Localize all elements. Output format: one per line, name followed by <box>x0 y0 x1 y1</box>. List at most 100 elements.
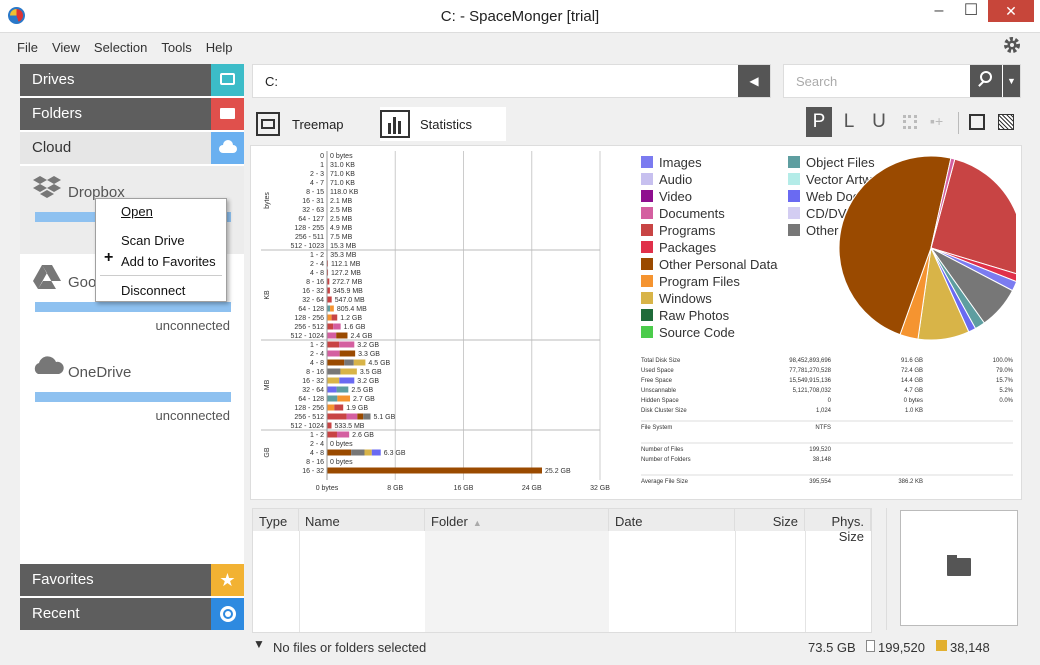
settings-gear-icon[interactable] <box>1002 35 1022 55</box>
size-bar-segment <box>327 404 335 411</box>
service-onedrive[interactable]: OneDrive unconnected <box>20 346 244 434</box>
col-size[interactable]: Size <box>735 509 805 531</box>
chevron-down-icon[interactable]: ▼ <box>1003 65 1020 97</box>
ctx-scan-drive[interactable]: Scan Drive <box>121 233 185 248</box>
ctx-disconnect[interactable]: Disconnect <box>121 283 186 298</box>
dropbox-icon <box>33 176 61 198</box>
legend-swatch <box>641 326 653 338</box>
y-tick-label: 8 - 16 <box>306 459 324 466</box>
y-tick-label: 4 - 8 <box>310 270 324 277</box>
nav-drives[interactable]: Drives <box>20 64 244 96</box>
grid-icon[interactable] <box>903 115 917 129</box>
nav-favorites[interactable]: Favorites ★ <box>20 564 244 596</box>
data-label: 2.5 MB <box>330 207 353 214</box>
y-tick-label: 64 - 127 <box>298 216 324 223</box>
size-bar-segment <box>327 377 340 384</box>
status-size: 73.5 GB <box>808 640 856 655</box>
size-bar <box>327 467 542 474</box>
stat-label: Used Space <box>641 368 674 374</box>
stat-size: 14.4 GB <box>901 378 923 384</box>
data-label: 0 bytes <box>330 153 353 160</box>
size-bar-segment <box>334 404 344 411</box>
legend-label: Windows <box>659 291 712 306</box>
y-tick-label: 128 - 256 <box>294 315 324 322</box>
size-bar-segment <box>357 413 364 420</box>
legend-label: Other Personal Data <box>659 257 778 272</box>
size-bar-segment <box>333 323 341 330</box>
search-box: Search ▼ <box>783 64 1021 98</box>
view-u-button[interactable]: U <box>872 111 886 132</box>
menu-help[interactable]: Help <box>205 40 233 55</box>
data-label: 1.6 GB <box>344 324 366 331</box>
col-phys-size[interactable]: Phys. Size <box>805 509 871 544</box>
size-distribution-chart: 0 bytes 8 GB 16 GB 24 GB 32 GB 0 0 bytes 1 31.0 … <box>261 151 610 492</box>
service-google-drive[interactable]: Goo unconnected <box>20 256 244 344</box>
group-unit-label: MB <box>264 379 271 390</box>
minimize-button[interactable]: – <box>934 2 944 19</box>
stat-size: 91.6 GB <box>901 358 923 364</box>
treemap-icon <box>256 112 280 136</box>
plus-icon: + <box>104 249 114 266</box>
data-label: 2.5 GB <box>351 387 373 394</box>
stat-size: 4.7 GB <box>904 388 923 394</box>
ctx-add-favorites[interactable]: Add to Favorites <box>121 254 216 269</box>
view-p-button[interactable]: P <box>806 107 832 137</box>
ctx-open[interactable]: Open <box>121 204 153 219</box>
menu-file[interactable]: File <box>17 40 38 55</box>
service-name: Goo <box>68 274 97 291</box>
hatched-square-icon[interactable] <box>998 114 1014 130</box>
view-l-button[interactable]: L <box>843 111 855 132</box>
file-type-pie-chart <box>838 155 1016 341</box>
back-arrow-icon[interactable]: ◀ <box>738 65 770 97</box>
data-label: 547.0 MB <box>335 297 365 304</box>
y-tick-label: 16 - 32 <box>302 468 324 475</box>
stat-bytes: 395,554 <box>809 479 831 485</box>
collapse-chevrons-icon[interactable]: ▼ <box>253 637 265 651</box>
legend-swatch <box>788 224 800 236</box>
nav-folders[interactable]: Folders <box>20 98 244 130</box>
bar-chart-icon <box>380 110 410 138</box>
data-label: 6.3 GB <box>384 450 406 457</box>
x-tick-label: 16 GB <box>454 485 474 492</box>
search-input[interactable]: Search <box>796 74 838 89</box>
legend-label: Images <box>659 155 702 170</box>
path-input[interactable]: C: <box>265 74 278 89</box>
size-bar-segment <box>363 413 371 420</box>
search-icon[interactable] <box>970 65 1002 97</box>
stat-bytes: 98,452,893,696 <box>789 358 831 364</box>
menu-selection[interactable]: Selection <box>93 40 148 55</box>
group-unit-label: bytes <box>264 192 271 209</box>
column-divider <box>299 531 300 632</box>
data-label: 35.3 MB <box>330 252 356 259</box>
tab-statistics[interactable]: Statistics <box>380 107 506 141</box>
nav-cloud[interactable]: Cloud <box>20 132 244 164</box>
google-drive-icon <box>33 265 61 289</box>
y-tick-label: 2 - 4 <box>310 351 324 358</box>
menu-tools[interactable]: Tools <box>161 40 192 55</box>
menu-view[interactable]: View <box>51 40 80 55</box>
pie-slice <box>838 155 952 336</box>
maximize-button[interactable]: ☐ <box>963 2 979 19</box>
col-type[interactable]: Type <box>253 509 299 531</box>
onedrive-icon <box>34 356 64 374</box>
tab-treemap[interactable]: Treemap <box>252 107 364 141</box>
square-outline-icon[interactable] <box>969 114 985 130</box>
data-label: 1.9 GB <box>346 405 368 412</box>
folder-preview-icon <box>947 558 971 576</box>
size-bar-segment <box>327 332 337 339</box>
add-view-icon[interactable]: ▪+ <box>930 113 944 129</box>
legend-label: Raw Photos <box>659 308 730 323</box>
stat-label: Hidden Space <box>641 398 679 404</box>
size-bar-segment <box>327 359 345 366</box>
close-button[interactable]: ✕ <box>988 0 1034 22</box>
stat-bytes: 38,148 <box>813 457 832 463</box>
col-folder[interactable]: Folder ▲ <box>425 509 609 531</box>
size-bar-segment <box>327 368 341 375</box>
nav-recent[interactable]: Recent <box>20 598 244 630</box>
view-toolbar: Treemap Statistics P L U ▪+ <box>252 107 1020 141</box>
col-date[interactable]: Date <box>609 509 735 531</box>
sidebar: Drives Folders Cloud Dropbox Goo unconne… <box>20 64 244 630</box>
y-tick-label: 16 - 32 <box>302 288 324 295</box>
status-folders: 38,148 <box>950 640 990 655</box>
col-name[interactable]: Name <box>299 509 425 531</box>
